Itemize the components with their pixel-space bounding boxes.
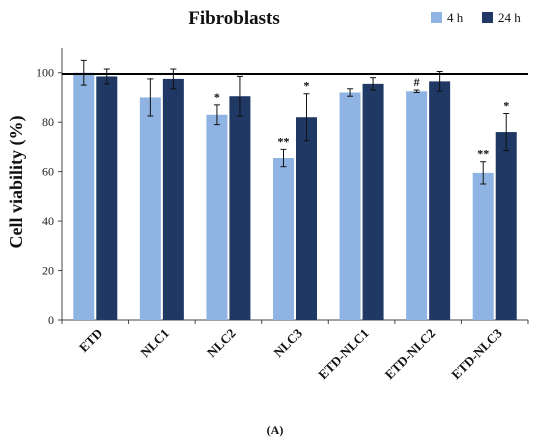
bar-etd-24h	[96, 76, 118, 320]
bar-nlc1-4h	[139, 97, 161, 320]
error-bar	[347, 88, 354, 97]
y-tick-label: 60	[42, 165, 54, 179]
y-tick-label: 40	[42, 214, 54, 228]
y-axis-label: Cell viability (%)	[6, 116, 27, 249]
bar-nlc3-4h	[273, 158, 294, 320]
bar-etd-nlc3-4h	[472, 172, 494, 320]
bar-etd-nlc3-24h	[495, 132, 517, 320]
error-bars	[80, 59, 510, 185]
bar-etd-nlc2-4h	[406, 91, 428, 320]
bar-etd-nlc1-4h	[339, 92, 361, 320]
x-tick-label: ETD-NLC2	[382, 326, 439, 383]
error-bar	[503, 113, 510, 152]
legend-label-4h: 4 h	[447, 10, 464, 25]
significance-markers: **** #***	[214, 75, 509, 161]
x-tick-labels: ETD NLC1 NLC2 NLC3 ETD-NLC1 ETD-NLC2 ETD-NLC3	[76, 325, 505, 382]
x-tick-label: NLC3	[271, 325, 306, 360]
x-tick-label: ETD-NLC1	[315, 326, 372, 383]
significance-marker: *	[304, 79, 310, 93]
legend-swatch-24h	[482, 12, 493, 23]
panel-label: (A)	[267, 423, 284, 437]
bar-etd-nlc2-24h	[429, 81, 451, 320]
error-bar	[213, 104, 220, 126]
y-tick-label: 100	[36, 66, 54, 80]
legend: 4 h 24 h	[431, 10, 521, 25]
axes: 0 20 40 60 80 100	[36, 48, 529, 327]
significance-marker: **	[477, 147, 489, 161]
bar-nlc2-24h	[229, 96, 251, 320]
bar-nlc1-24h	[162, 78, 184, 320]
error-bar	[170, 68, 177, 90]
bar-etd-4h	[73, 72, 95, 321]
chart-title: Fibroblasts	[188, 8, 280, 29]
bars	[73, 72, 517, 321]
error-bar	[103, 68, 110, 85]
y-tick-label: 20	[42, 264, 54, 278]
bar-etd-nlc1-24h	[362, 83, 384, 320]
y-tick-label: 0	[48, 313, 54, 327]
x-tick-label: ETD	[76, 326, 106, 356]
error-bar	[147, 78, 154, 117]
error-bar	[480, 161, 487, 185]
significance-marker: #	[414, 75, 420, 89]
significance-marker: **	[278, 134, 290, 148]
bar-nlc2-4h	[206, 114, 228, 320]
significance-marker: *	[214, 90, 220, 104]
legend-label-24h: 24 h	[498, 10, 521, 25]
error-bar	[413, 89, 420, 94]
error-bar	[236, 75, 243, 117]
significance-marker: *	[503, 99, 509, 113]
x-tick-label: NLC1	[137, 326, 172, 361]
bar-nlc3-24h	[296, 117, 317, 321]
y-tick-label: 80	[42, 115, 54, 129]
x-tick-label: NLC2	[204, 326, 239, 361]
legend-swatch-4h	[431, 12, 442, 23]
error-bar	[303, 93, 310, 142]
error-bar	[80, 59, 87, 86]
x-tick-label: ETD-NLC3	[448, 325, 505, 382]
error-bar	[370, 77, 377, 91]
error-bar	[280, 148, 287, 168]
